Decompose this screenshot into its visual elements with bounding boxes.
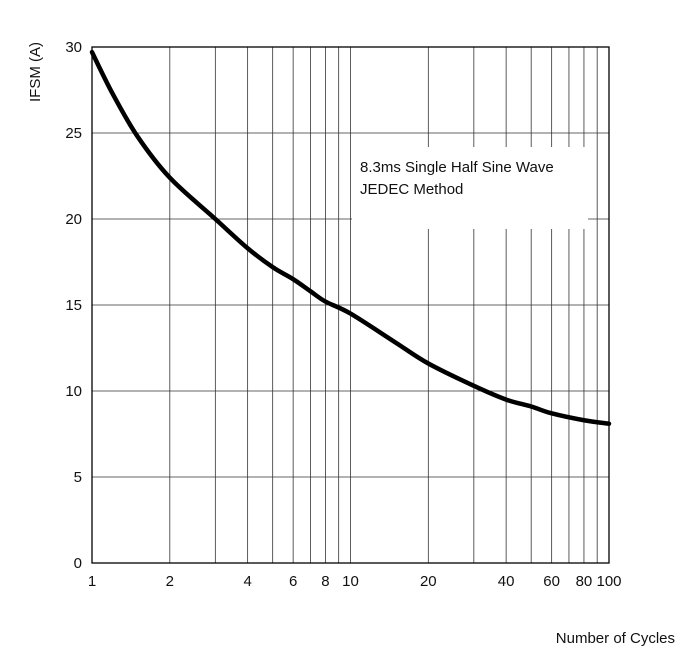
series-layer xyxy=(89,49,612,426)
x-tick-label: 4 xyxy=(243,573,251,590)
x-axis-title: Number of Cycles xyxy=(556,630,675,647)
y-axis-title: IFSM (A) xyxy=(27,42,44,102)
tick-labels: 1 2 4 6 8 10 20 40 60 80 100 0 5 10 15 20 25 30 xyxy=(65,39,621,590)
x-tick-label: 20 xyxy=(420,573,437,590)
y-tick-label: 30 xyxy=(65,39,82,56)
y-tick-label: 20 xyxy=(65,211,82,228)
ifsm-curve xyxy=(89,49,612,426)
x-tick-label: 2 xyxy=(166,573,174,590)
y-tick-label: 0 xyxy=(74,555,82,572)
plot-frame xyxy=(91,46,610,564)
x-tick-label: 80 xyxy=(576,573,593,590)
x-tick-label: 1 xyxy=(88,573,96,590)
annotation-background xyxy=(352,147,588,229)
annotation-line-1: 8.3ms Single Half Sine Wave xyxy=(360,159,554,176)
x-tick-label: 100 xyxy=(596,573,621,590)
y-tick-label: 10 xyxy=(65,383,82,400)
y-tick-label: 15 xyxy=(65,297,82,314)
x-tick-label: 60 xyxy=(543,573,560,590)
grid xyxy=(92,47,609,563)
annotation-line-2: JEDEC Method xyxy=(360,181,463,198)
x-tick-label: 10 xyxy=(342,573,359,590)
x-tick-label: 8 xyxy=(321,573,329,590)
y-tick-label: 5 xyxy=(74,469,82,486)
y-tick-label: 25 xyxy=(65,125,82,142)
x-tick-label: 6 xyxy=(289,573,297,590)
x-tick-label: 40 xyxy=(498,573,515,590)
